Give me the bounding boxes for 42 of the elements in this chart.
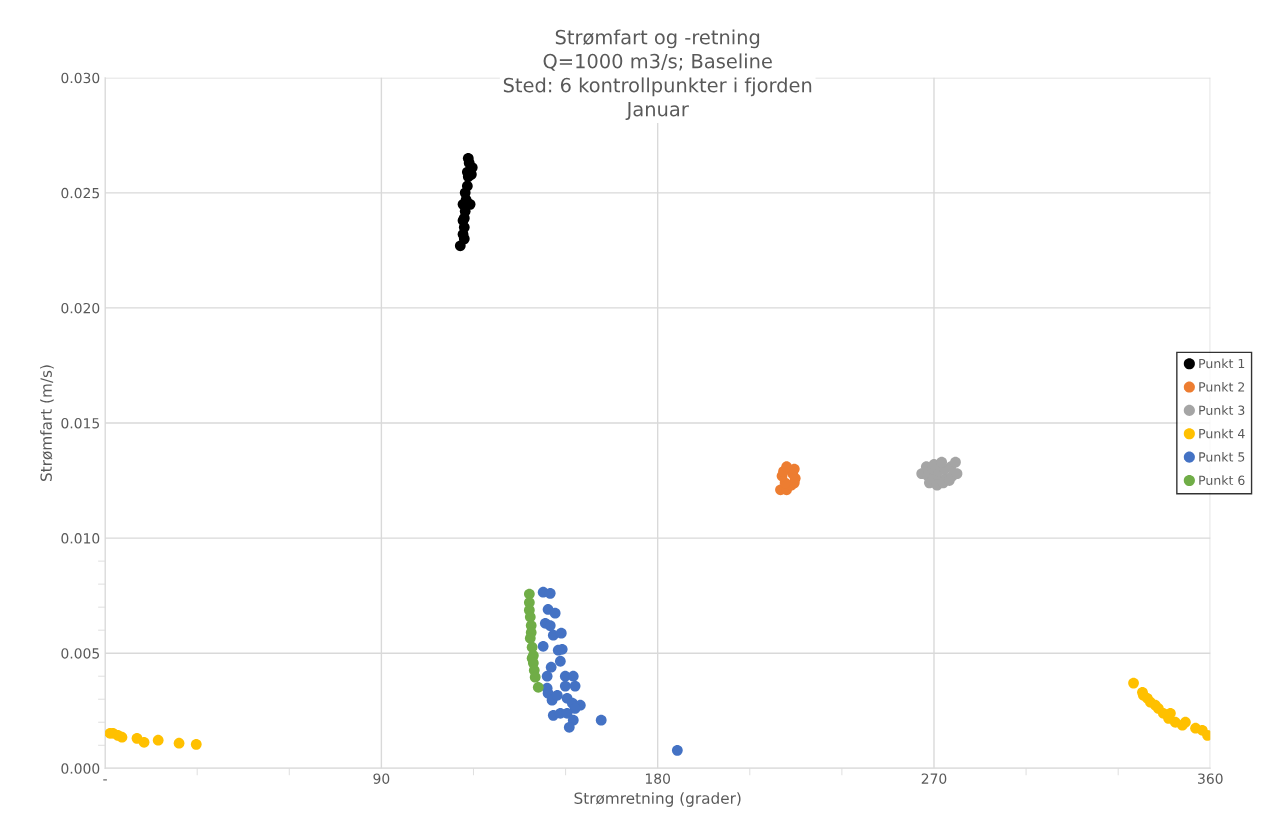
chart-title: Strømfart og -retning Q=1000 m3/s; Baseline Sted: 6 kontrollpunkter i fjorden Januar: [503, 29, 812, 121]
point: [569, 680, 581, 692]
y-tick-label: 0.015: [61, 417, 99, 429]
y-tick-label: 0.030: [61, 72, 100, 84]
legend-label: Punkt 6: [1199, 475, 1245, 486]
point: [559, 680, 571, 692]
point: [554, 655, 566, 667]
point: [549, 607, 561, 619]
point: [152, 734, 164, 746]
point: [671, 744, 683, 756]
point: [1128, 677, 1139, 689]
x-tick-label: -: [103, 779, 107, 781]
point: [532, 681, 544, 693]
point: [537, 640, 549, 652]
y-tick-label: 0.010: [61, 533, 100, 544]
y-tick-label: 0.005: [61, 648, 99, 659]
point: [950, 456, 961, 468]
point: [595, 714, 607, 726]
legend-label: Punkt 2: [1199, 381, 1245, 392]
x-tick-label: 180: [645, 773, 671, 784]
y-axis-title: Strømfart (m/s): [40, 365, 54, 481]
x-axis-title: Strømretning (grader): [574, 792, 741, 807]
y-tick-label: 0.025: [61, 187, 99, 199]
y-tick-label: 0.000: [61, 763, 100, 774]
point: [173, 737, 185, 749]
legend-label: Punkt 4: [1199, 428, 1245, 439]
point: [190, 738, 202, 750]
legend-label: Punkt 5: [1199, 451, 1245, 462]
point: [555, 627, 567, 639]
point: [544, 620, 556, 631]
point: [545, 661, 557, 673]
legend-label: Punkt 1: [1199, 358, 1245, 369]
x-tick-label: 270: [921, 773, 947, 784]
point: [461, 180, 473, 192]
x-tick-label: 90: [373, 773, 390, 784]
point: [541, 670, 553, 682]
point: [563, 721, 575, 733]
legend-label: Punkt 3: [1199, 405, 1245, 415]
point: [116, 731, 128, 743]
point: [138, 736, 150, 748]
y-tick-label: 0.020: [61, 302, 100, 314]
x-tick-label: 360: [1198, 773, 1223, 784]
